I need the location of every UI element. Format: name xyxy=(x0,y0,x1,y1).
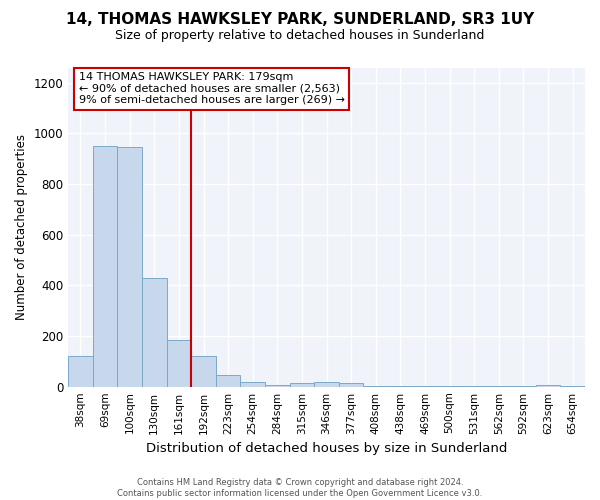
Bar xyxy=(118,146,142,386)
Bar xyxy=(68,356,93,386)
Bar xyxy=(290,383,314,386)
Bar xyxy=(191,356,216,386)
Bar xyxy=(142,278,167,386)
Text: 14, THOMAS HAWKSLEY PARK, SUNDERLAND, SR3 1UY: 14, THOMAS HAWKSLEY PARK, SUNDERLAND, SR… xyxy=(66,12,534,28)
Bar xyxy=(167,340,191,386)
Bar xyxy=(339,383,364,386)
Text: Contains HM Land Registry data © Crown copyright and database right 2024.
Contai: Contains HM Land Registry data © Crown c… xyxy=(118,478,482,498)
Bar xyxy=(241,382,265,386)
Bar xyxy=(93,146,118,386)
Bar xyxy=(314,382,339,386)
Y-axis label: Number of detached properties: Number of detached properties xyxy=(15,134,28,320)
Text: Size of property relative to detached houses in Sunderland: Size of property relative to detached ho… xyxy=(115,28,485,42)
Bar xyxy=(536,384,560,386)
Bar xyxy=(216,375,241,386)
Text: 14 THOMAS HAWKSLEY PARK: 179sqm
← 90% of detached houses are smaller (2,563)
9% : 14 THOMAS HAWKSLEY PARK: 179sqm ← 90% of… xyxy=(79,72,344,106)
X-axis label: Distribution of detached houses by size in Sunderland: Distribution of detached houses by size … xyxy=(146,442,507,455)
